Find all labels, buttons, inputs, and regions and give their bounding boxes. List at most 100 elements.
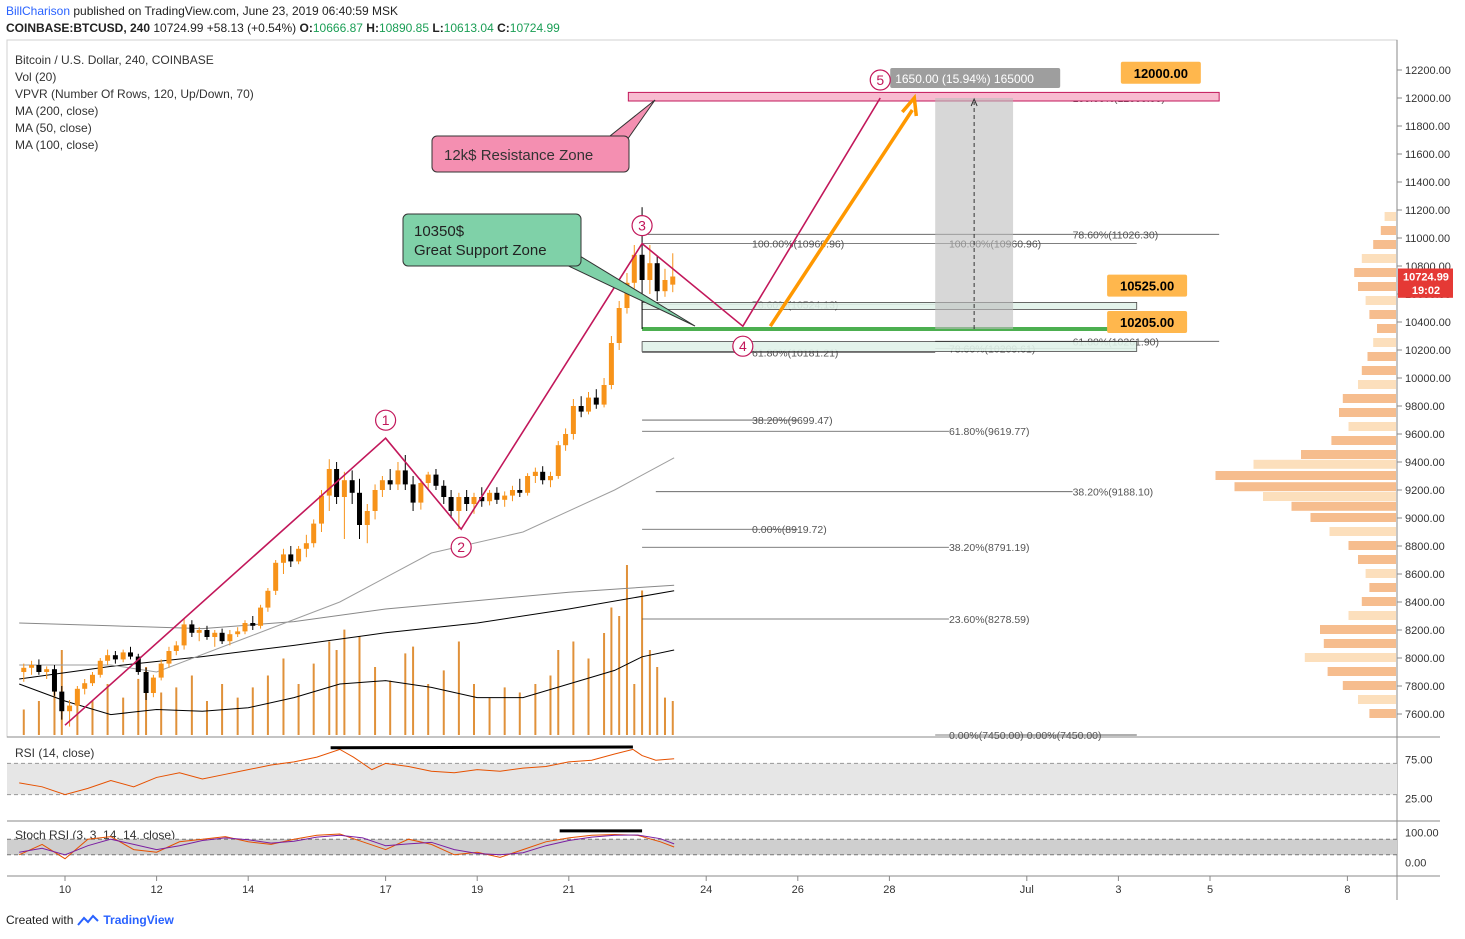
candle-body (280, 554, 286, 563)
indicator-volume[interactable]: Vol (20) (15, 70, 57, 84)
candle-body (585, 397, 591, 412)
volume-bar (328, 641, 331, 735)
volume-bar (22, 709, 25, 735)
created-with-text: Created with (6, 913, 74, 927)
candle-body (150, 677, 156, 693)
wave-label: 2 (457, 539, 465, 555)
candle-body (212, 632, 218, 637)
candle-body (547, 476, 553, 481)
vpvr-bar (1358, 380, 1396, 389)
low-label: L: (432, 21, 444, 35)
volume-bar (37, 701, 40, 735)
candle-body (448, 497, 454, 511)
candle-body (349, 480, 355, 493)
volume-bar (160, 692, 163, 735)
target-badge-text: 10525.00 (1120, 279, 1174, 294)
vpvr-bar (1377, 324, 1396, 333)
candle-body (464, 497, 470, 504)
y-tick-label: 11400.00 (1405, 177, 1450, 189)
candle-body (204, 630, 210, 637)
price-axis[interactable]: 12200.00 12000.00 11800.00 11600.00 11400.00… (1397, 65, 1453, 870)
indicator-main[interactable]: Bitcoin / U.S. Dollar, 240, COINBASE (15, 53, 214, 67)
candle-body (654, 263, 660, 292)
ma-line (19, 584, 675, 630)
symbol-ohlc-line: COINBASE:BTCUSD, 240 10724.99 +58.13 (+0… (6, 21, 560, 35)
volume-ma-line (19, 649, 675, 716)
candle-body (250, 623, 256, 626)
measure-arrow-head (970, 97, 978, 107)
candle-body (402, 470, 408, 485)
time-axis[interactable]: 10 12 14 17 19 21 24 26 28 Jul 3 5 8 (59, 876, 1351, 896)
indicator-ma200[interactable]: MA (200, close) (15, 104, 99, 118)
x-tick-label: 14 (242, 884, 254, 896)
last-price: 10724.99 (153, 21, 204, 35)
indicator-ma50[interactable]: MA (50, close) (15, 121, 92, 135)
volume-bar (221, 684, 224, 735)
y-tick-label: 8200.00 (1405, 625, 1445, 637)
vpvr-bar (1358, 555, 1396, 564)
vpvr-bar (1369, 709, 1396, 718)
candle-body (158, 663, 164, 678)
y-tick-label: 8600.00 (1405, 569, 1445, 581)
tradingview-logo-icon (77, 914, 100, 926)
candle-body (326, 469, 332, 496)
indicator-ma100[interactable]: MA (100, close) (15, 138, 99, 152)
candle-body (356, 492, 362, 525)
y-tick-label: 12200.00 (1405, 65, 1451, 77)
candle-body (273, 562, 279, 591)
candle-body (82, 683, 88, 689)
rsi-tick-label: 25.00 (1405, 794, 1433, 806)
y-tick-label: 12000.00 (1405, 93, 1451, 105)
vpvr-bar (1361, 366, 1396, 375)
volume-bar (60, 650, 63, 735)
price-badge (1398, 281, 1453, 298)
candle-body (341, 480, 347, 497)
rsi-band-fill (7, 763, 1397, 795)
y-tick-label: 8000.00 (1405, 653, 1445, 665)
stoch-pane-label[interactable]: Stoch RSI (3, 3, 14, 14, close) (15, 828, 176, 842)
vpvr-bar (1365, 296, 1396, 305)
wave-label-circle (631, 215, 653, 237)
fib-label: 100.00%(10960.96) (752, 238, 844, 250)
rsi-pane-label[interactable]: RSI (14, close) (15, 746, 95, 760)
volume-bar (488, 697, 491, 735)
candle-body (387, 480, 393, 485)
candle-body (97, 660, 103, 675)
tradingview-brand[interactable]: TradingView (103, 913, 174, 927)
vpvr-profile (1215, 212, 1396, 718)
volume-bar (190, 675, 193, 735)
volume-bar (122, 697, 125, 735)
y-tick-label: 11600.00 (1405, 149, 1450, 161)
candle-body (181, 624, 187, 646)
wave-label-circle (375, 409, 397, 431)
volume-bar (503, 687, 506, 735)
volume-bar (145, 667, 148, 735)
volume-bar (618, 616, 621, 735)
candle-body (608, 343, 614, 385)
vpvr-bar (1367, 352, 1396, 361)
candle-body (525, 476, 531, 493)
vpvr-bar (1373, 240, 1396, 249)
volume-bar (656, 667, 659, 735)
vpvr-bar (1369, 583, 1396, 592)
volume-bar (457, 641, 460, 735)
stoch-band (7, 838, 1397, 856)
author-link[interactable]: BillCharison (6, 4, 71, 18)
candle-body (441, 485, 447, 497)
stoch-band-fill (7, 839, 1397, 855)
volume-bar (663, 697, 666, 735)
fib-label: 100.00%(12000.00) (1073, 93, 1165, 105)
x-tick-label: 5 (1207, 884, 1213, 896)
candle-body (74, 688, 80, 706)
indicator-vpvr[interactable]: VPVR (Number Of Rows, 120, Up/Down, 70) (15, 87, 254, 101)
candle-body (135, 656, 141, 672)
candle-body (670, 276, 676, 285)
y-tick-label: 10200.00 (1405, 345, 1451, 357)
x-tick-label: 8 (1344, 884, 1350, 896)
vpvr-bar (1348, 541, 1396, 550)
candle-body (532, 471, 538, 476)
elliott-waves: 1 2 3 4 5 (64, 69, 919, 726)
high-value: 10890.85 (378, 21, 430, 35)
vpvr-bar (1354, 268, 1396, 277)
vpvr-bar (1323, 639, 1396, 648)
